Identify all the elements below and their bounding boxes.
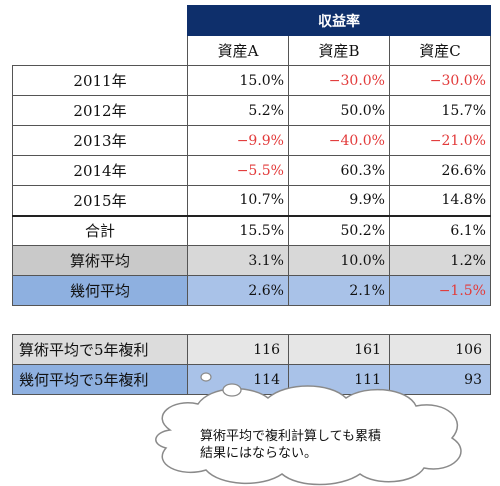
row-label: 2015年 xyxy=(12,185,188,216)
table-row: 2014年 −5.5% 60.3% 26.6% xyxy=(12,155,491,186)
table-row: 2012年 5.2% 50.0% 15.7% xyxy=(12,95,491,126)
cell-value: −1.5% xyxy=(389,275,491,306)
cell-value: 10.7% xyxy=(187,185,289,216)
table-row: 2011年 15.0% −30.0% −30.0% xyxy=(12,65,491,96)
cell-value: 161 xyxy=(288,334,390,365)
cell-value: 5.2% xyxy=(187,95,289,126)
return-table: 収益率 資産A 資産B 資産C 2011年 15.0% −30.0% −30.0… xyxy=(12,5,491,306)
arithmetic-mean-row: 算術平均 3.1% 10.0% 1.2% xyxy=(12,245,491,276)
cell-value: 14.8% xyxy=(389,185,491,216)
row-label: 算術平均で5年複利 xyxy=(12,334,188,365)
column-header-asset-b: 資産B xyxy=(288,35,390,66)
row-label: 2011年 xyxy=(12,65,188,96)
cell-value: 3.1% xyxy=(187,245,289,276)
cell-value: 50.0% xyxy=(288,95,390,126)
cell-value: 93 xyxy=(389,364,491,395)
row-label: 算術平均 xyxy=(12,245,188,276)
table-row: 2013年 −9.9% −40.0% −21.0% xyxy=(12,125,491,156)
cell-value: 106 xyxy=(389,334,491,365)
cell-value: −30.0% xyxy=(288,65,390,96)
table-row: 2015年 10.7% 9.9% 14.8% xyxy=(12,185,491,216)
cell-value: 26.6% xyxy=(389,155,491,186)
row-label: 2012年 xyxy=(12,95,188,126)
cell-value: 2.6% xyxy=(187,275,289,306)
row-label: 合計 xyxy=(12,214,188,246)
callout-text: 算術平均で複利計算しても累積 結果にはならない。 xyxy=(200,428,440,462)
cell-value: 10.0% xyxy=(288,245,390,276)
corner-blank xyxy=(13,6,188,36)
row-label: 幾何平均で5年複利 xyxy=(12,364,188,395)
column-header-asset-a: 資産A xyxy=(187,35,289,66)
cell-value: 116 xyxy=(187,334,289,365)
cell-value: 6.1% xyxy=(389,214,491,246)
cell-value: 111 xyxy=(288,364,390,395)
row-label: 幾何平均 xyxy=(12,275,188,306)
column-header-asset-c: 資産C xyxy=(389,35,491,66)
cell-value: 1.2% xyxy=(389,245,491,276)
compound-table: 算術平均で5年複利 116 161 106 幾何平均で5年複利 114 111 … xyxy=(12,334,491,395)
cell-value: −9.9% xyxy=(187,125,289,156)
table-row: 算術平均で5年複利 116 161 106 xyxy=(12,334,491,365)
table-row: 幾何平均で5年複利 114 111 93 xyxy=(12,364,491,395)
cell-value: −30.0% xyxy=(389,65,491,96)
cell-value: 114 xyxy=(187,364,289,395)
cell-value: 15.7% xyxy=(389,95,491,126)
callout-line: 算術平均で複利計算しても累積 xyxy=(200,429,381,444)
row-label: 2014年 xyxy=(12,155,188,186)
cell-value: 15.5% xyxy=(187,214,289,246)
row-label: 2013年 xyxy=(12,125,188,156)
total-row: 合計 15.5% 50.2% 6.1% xyxy=(12,214,491,246)
geometric-mean-row: 幾何平均 2.6% 2.1% −1.5% xyxy=(12,275,491,306)
cell-value: 9.9% xyxy=(288,185,390,216)
cell-value: 15.0% xyxy=(187,65,289,96)
cell-value: 2.1% xyxy=(288,275,390,306)
cell-value: 60.3% xyxy=(288,155,390,186)
cell-value: −40.0% xyxy=(288,125,390,156)
table-title: 収益率 xyxy=(187,5,491,36)
cell-value: −21.0% xyxy=(389,125,491,156)
callout-line: 結果にはならない。 xyxy=(200,446,318,461)
corner-blank xyxy=(13,36,188,66)
cell-value: −5.5% xyxy=(187,155,289,186)
cell-value: 50.2% xyxy=(288,214,390,246)
